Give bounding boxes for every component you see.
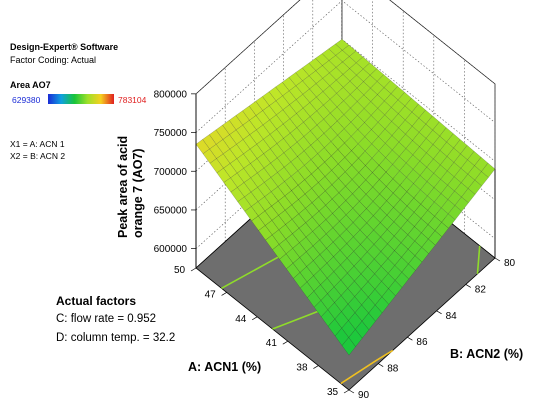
legend-color-bar — [48, 94, 114, 104]
axis-ticks: 35 38 41 44 47 50 80 82 84 86 88 90 600000 650000 7000… — [154, 89, 516, 401]
factor-coding: Factor Coding: Actual — [10, 55, 97, 65]
y-tick-label: 90 — [358, 390, 370, 401]
contour-line — [476, 245, 481, 274]
y-tick-mark — [465, 284, 471, 288]
x-tick-mark — [313, 365, 319, 369]
x-tick-label: 44 — [235, 314, 247, 325]
y-axis-label: B: ACN2 (%) — [450, 347, 523, 361]
x-tick-mark — [282, 340, 288, 345]
actual-factors-title: Actual factors — [56, 294, 137, 308]
x-tick-label: 41 — [266, 338, 278, 349]
y-tick-mark — [348, 389, 355, 394]
z-tick-label: 650000 — [154, 205, 188, 216]
x-tick-mark — [252, 316, 258, 321]
z-axis-label-line2: orange 7 (AO7) — [131, 148, 145, 238]
legend-max-label: 783104 — [118, 95, 147, 105]
factor-x1: X1 = A: ACN 1 — [10, 139, 65, 149]
y-tick-label: 82 — [475, 284, 487, 295]
z-tick-label: 750000 — [154, 128, 188, 139]
x-tick-label: 47 — [205, 289, 217, 300]
y-tick-label: 84 — [446, 311, 458, 322]
x-tick-mark — [343, 389, 350, 394]
wall-gridline — [195, 0, 496, 133]
z-tick-label: 700000 — [154, 167, 188, 178]
y-tick-label: 80 — [504, 258, 516, 269]
y-tick-mark — [407, 336, 413, 341]
software-name: Design-Expert® Software — [10, 42, 119, 52]
factor-x2: X2 = B: ACN 2 — [10, 151, 66, 161]
z-axis-label-line1: Peak area of acid — [116, 136, 130, 238]
y-tick-label: 86 — [416, 337, 428, 348]
x-axis-label: A: ACN1 (%) — [188, 360, 261, 374]
y-tick-mark — [436, 310, 442, 315]
x-tick-label: 35 — [327, 387, 339, 398]
response-surface — [195, 39, 496, 356]
x-tick-mark — [190, 267, 197, 272]
x-tick-label: 38 — [296, 363, 308, 374]
x-tick-label: 50 — [174, 265, 186, 276]
y-tick-mark — [378, 363, 384, 367]
contour-line — [340, 349, 394, 385]
z-tick-label: 600000 — [154, 244, 188, 255]
response-name: Area AO7 — [10, 80, 51, 90]
legend-min-label: 629380 — [12, 95, 41, 105]
actual-factor-column-temp: D: column temp. = 32.2 — [56, 332, 176, 344]
y-tick-mark — [494, 257, 501, 262]
surface-cell — [341, 337, 356, 356]
z-axis-label: Peak area of acid orange 7 (AO7) — [116, 132, 145, 238]
actual-factor-flow-rate: C: flow rate = 0.952 — [56, 313, 157, 325]
y-tick-label: 88 — [387, 364, 399, 375]
z-tick-label: 800000 — [154, 89, 188, 100]
x-tick-mark — [221, 292, 227, 296]
